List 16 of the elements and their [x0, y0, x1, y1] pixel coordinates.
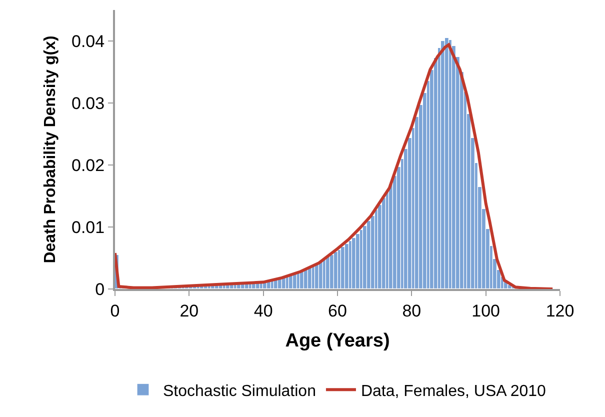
- x-tick-label: 80: [402, 301, 422, 320]
- x-tick-label: 0: [110, 301, 120, 320]
- y-tick-label: 0.03: [72, 94, 105, 113]
- y-tick-label: 0: [95, 280, 105, 299]
- y-axis-title: Death Probability Density g(x): [42, 36, 59, 264]
- x-tick-label: 60: [328, 301, 347, 320]
- legend-label: Data, Females, USA 2010: [360, 382, 546, 400]
- y-tick-label: 0.04: [72, 32, 105, 51]
- x-tick-label: 40: [254, 301, 273, 320]
- legend-label: Stochastic Simulation: [163, 382, 316, 400]
- x-tick-label: 20: [180, 301, 199, 320]
- x-tick-label: 100: [472, 301, 500, 320]
- x-tick-label: 120: [546, 301, 574, 320]
- x-axis-title: Age (Years): [285, 330, 390, 352]
- y-tick-label: 0.02: [72, 156, 105, 175]
- y-tick-label: 0.01: [72, 218, 105, 237]
